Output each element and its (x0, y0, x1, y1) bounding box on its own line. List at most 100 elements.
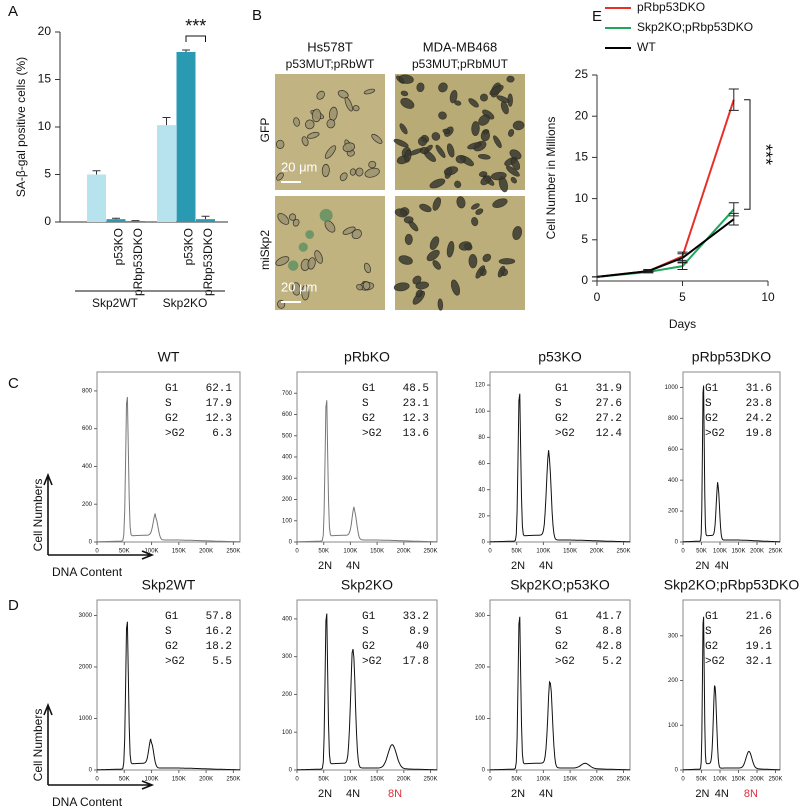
cell (498, 258, 516, 265)
x-tick-label: 250K (226, 777, 240, 783)
cell (363, 88, 376, 95)
stat-value: 27.6 (596, 398, 622, 410)
x-tick-label: 50K (318, 549, 329, 555)
stat-value: 8.9 (409, 626, 429, 638)
row-label: GFP (258, 118, 272, 143)
stat-label: S (555, 626, 562, 638)
ploidy-label: 2N (318, 788, 332, 800)
x-tick-label: 250K (226, 549, 240, 555)
y-tick-label: 80 (478, 435, 485, 441)
ploidy-label: 8N (744, 788, 758, 800)
annotation: *** (755, 144, 775, 165)
y-tick-label: 600 (668, 447, 679, 453)
cell (314, 250, 323, 264)
stat-label: G2 (705, 641, 718, 653)
histogram-curve (490, 616, 630, 771)
cell (438, 82, 448, 93)
plot-frame (96, 599, 241, 771)
y-tick-label: 10 (38, 119, 52, 133)
cell (431, 132, 441, 141)
y-tick-label: 2000 (79, 665, 93, 671)
x-tick-label: 100K (343, 549, 357, 555)
x-tick-label: 0 (681, 549, 685, 555)
micrograph (395, 196, 525, 310)
cell (394, 208, 408, 218)
stat-value: 21.6 (746, 611, 772, 623)
y-tick-label: 100 (475, 409, 486, 415)
panel-title: p53KO (538, 349, 582, 365)
y-tick-label: 100 (668, 723, 679, 729)
error-bar (728, 212, 739, 226)
y-tick-label: 300 (668, 633, 679, 639)
cell (368, 160, 377, 169)
y-tick-label: 0 (289, 540, 293, 546)
y-tick-label: 0 (482, 540, 486, 546)
stat-value: 6.3 (212, 428, 232, 440)
ploidy-label: 2N (318, 560, 332, 572)
y-tick-label: 0 (581, 273, 588, 287)
ploidy-label: 2N (511, 560, 525, 572)
x-tick-label: 250K (617, 549, 631, 555)
stat-value: 48.5 (403, 383, 429, 395)
cell (475, 265, 486, 279)
error-bar (677, 253, 688, 263)
cell-line: MDA-MB468 (423, 39, 497, 54)
y-tick-label: 600 (82, 426, 93, 432)
stat-label: S (165, 626, 172, 638)
y-tick-label: 100 (475, 716, 486, 722)
error-bar (201, 215, 210, 220)
cell (419, 146, 429, 155)
legend-label: Skp2KO;pRbp53DKO (637, 20, 753, 34)
y-tick-label: 0 (89, 768, 93, 774)
y-tick-label: 200 (668, 678, 679, 684)
cell (506, 75, 515, 83)
x-tick-label: 100K (145, 777, 159, 783)
x-tick-label: 150K (370, 549, 384, 555)
panel-title: Skp2KO;pRbp53DKO (664, 577, 800, 593)
x-tick-label: 0 (594, 290, 601, 304)
cell (492, 198, 508, 208)
cell (493, 135, 502, 149)
ploidy-label: 2N (511, 788, 525, 800)
error-bar (182, 49, 190, 52)
cell (471, 217, 479, 227)
bar (176, 51, 196, 223)
legend-label: pRbp53DKO (637, 0, 705, 14)
panel-title: Skp2KO (341, 577, 393, 593)
cell (393, 282, 410, 292)
cell (400, 90, 409, 97)
cell (510, 157, 521, 171)
cell (429, 178, 446, 189)
cell (311, 108, 322, 123)
y-tick-label: 1000 (79, 716, 93, 722)
histogram-curve (297, 613, 437, 771)
y-tick-label: 3000 (79, 613, 93, 619)
cell (275, 139, 285, 149)
error-bar (728, 88, 739, 111)
cell (456, 196, 466, 209)
y-tick-label: 300 (282, 476, 293, 482)
stat-value: 17.9 (206, 398, 232, 410)
cell (470, 203, 480, 210)
stat-label: S (705, 398, 712, 410)
x-axis-label: Days (669, 317, 696, 331)
x-tick-label: pRbp53DKO (131, 228, 145, 296)
stat-value: 12.3 (403, 413, 429, 425)
cell (352, 105, 360, 112)
histogram-curve (683, 616, 780, 771)
stain (298, 242, 308, 252)
cell (398, 255, 413, 265)
ploidy-label: 4N (539, 788, 553, 800)
plot-frame (489, 599, 631, 771)
stat-value: 19.1 (746, 641, 773, 653)
panel-label: C (8, 375, 19, 392)
plot-frame (682, 599, 781, 771)
cell (426, 249, 440, 262)
cell (482, 253, 492, 262)
panel-title: Skp2WT (142, 577, 196, 593)
plot-frame (682, 371, 781, 543)
significance-bracket (744, 99, 751, 210)
cell (510, 176, 517, 184)
stat-label: S (362, 398, 369, 410)
x-tick-label: 50K (318, 777, 329, 783)
